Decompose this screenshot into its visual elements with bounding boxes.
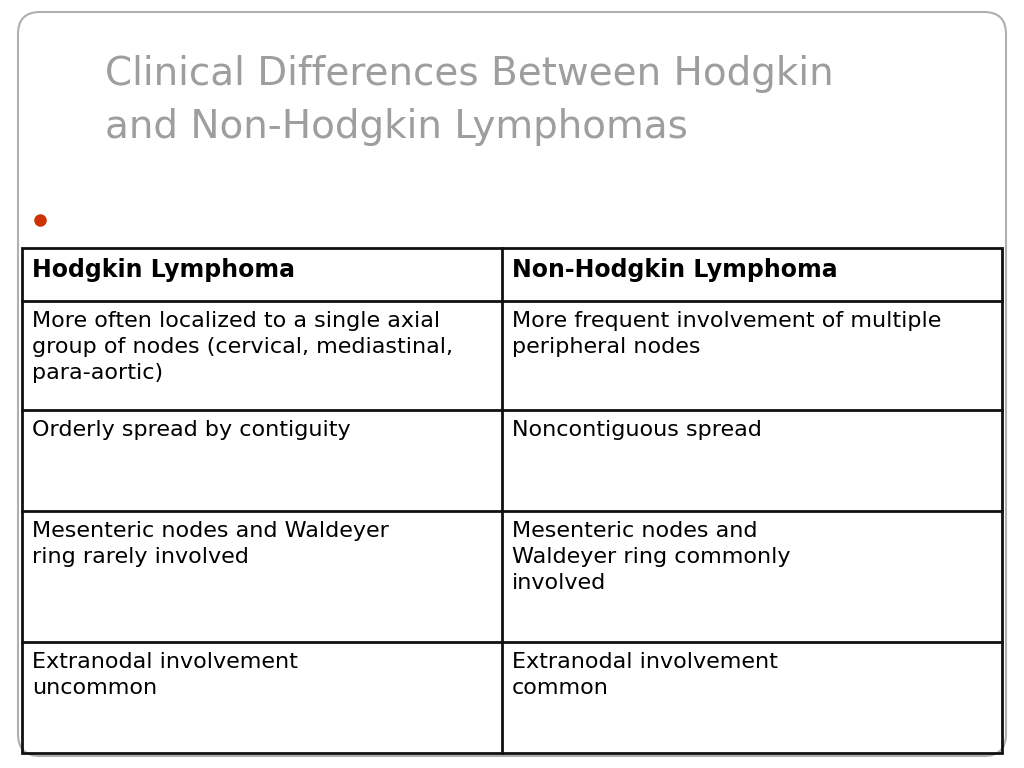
Text: Hodgkin Lymphoma: Hodgkin Lymphoma bbox=[32, 258, 295, 282]
Text: More frequent involvement of multiple
peripheral nodes: More frequent involvement of multiple pe… bbox=[512, 310, 942, 357]
Text: Noncontiguous spread: Noncontiguous spread bbox=[512, 419, 762, 439]
Text: Extranodal involvement
common: Extranodal involvement common bbox=[512, 652, 778, 698]
Text: Clinical Differences Between Hodgkin
and Non-Hodgkin Lymphomas: Clinical Differences Between Hodgkin and… bbox=[105, 55, 834, 146]
Text: Extranodal involvement
uncommon: Extranodal involvement uncommon bbox=[32, 652, 298, 698]
Text: More often localized to a single axial
group of nodes (cervical, mediastinal,
pa: More often localized to a single axial g… bbox=[32, 310, 453, 383]
FancyBboxPatch shape bbox=[18, 12, 1006, 756]
Text: Mesenteric nodes and
Waldeyer ring commonly
involved: Mesenteric nodes and Waldeyer ring commo… bbox=[512, 521, 791, 594]
Text: Mesenteric nodes and Waldeyer
ring rarely involved: Mesenteric nodes and Waldeyer ring rarel… bbox=[32, 521, 389, 567]
Text: Orderly spread by contiguity: Orderly spread by contiguity bbox=[32, 419, 350, 439]
Text: Non-Hodgkin Lymphoma: Non-Hodgkin Lymphoma bbox=[512, 258, 838, 282]
Bar bbox=[22, 248, 1002, 753]
